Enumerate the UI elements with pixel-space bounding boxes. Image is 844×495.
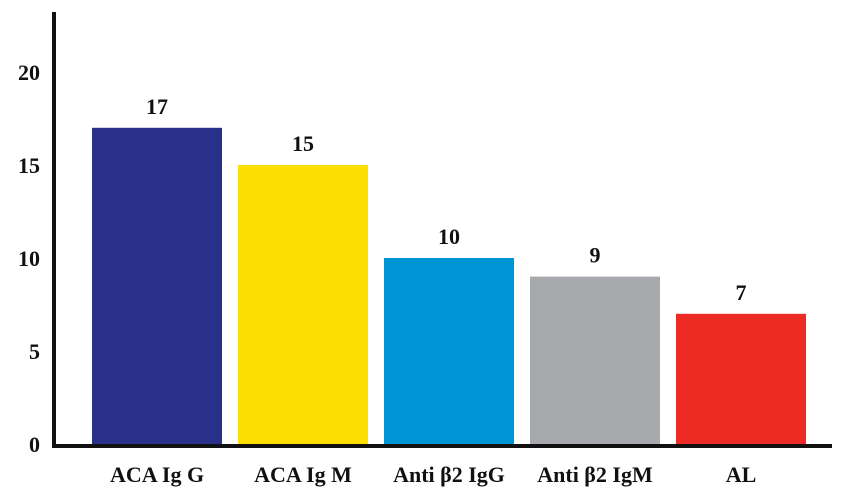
x-category-label: Anti β2 IgG <box>393 462 505 487</box>
bar-value-label: 17 <box>146 94 168 119</box>
y-tick-label: 20 <box>18 60 40 85</box>
y-axis-ticks: 0 5 10 15 20 <box>18 60 40 457</box>
bar-value-label: 9 <box>590 243 601 268</box>
bar-value-label: 10 <box>438 224 460 249</box>
bar <box>384 258 514 444</box>
bar <box>238 165 368 444</box>
x-axis-category-labels: ACA Ig G ACA Ig M Anti β2 IgG Anti β2 IgM AL <box>110 462 756 487</box>
bar-value-label: 15 <box>292 131 314 156</box>
y-tick-label: 0 <box>29 432 40 457</box>
x-category-label: ACA Ig G <box>110 462 204 487</box>
bar <box>676 313 806 444</box>
y-tick-label: 15 <box>18 153 40 178</box>
x-category-label: Anti β2 IgM <box>537 462 653 487</box>
data-labels: 17 15 10 9 7 <box>146 94 747 305</box>
bar-value-label: 7 <box>736 280 747 305</box>
bar <box>530 276 660 444</box>
y-tick-label: 5 <box>29 339 40 364</box>
y-tick-label: 10 <box>18 246 40 271</box>
bars <box>92 127 806 445</box>
x-category-label: ACA Ig M <box>254 462 352 487</box>
x-category-label: AL <box>726 462 757 487</box>
bar <box>92 127 222 445</box>
